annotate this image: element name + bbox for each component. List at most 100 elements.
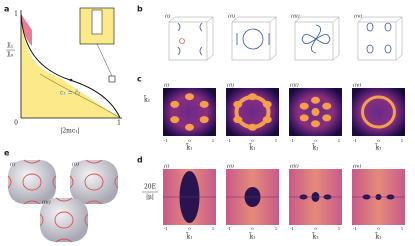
x-label: k̃₁ bbox=[186, 233, 193, 240]
box-front bbox=[168, 21, 208, 61]
x-tick-label: 0 bbox=[14, 120, 18, 127]
box-back bbox=[231, 16, 277, 61]
blob bbox=[299, 114, 309, 122]
y-label-num: λ̃₁ bbox=[7, 43, 13, 50]
blob bbox=[311, 120, 320, 128]
loop bbox=[39, 197, 89, 243]
panel-label: d bbox=[137, 156, 143, 165]
x-tick-label: 0 bbox=[377, 226, 380, 231]
x-tick-label: 0 bbox=[314, 138, 317, 143]
subpanel-label: (i) bbox=[164, 82, 170, 89]
blob bbox=[322, 114, 332, 122]
subpanel-label: (i) bbox=[165, 13, 171, 20]
blob bbox=[248, 93, 257, 101]
subpanel-label: (ii) bbox=[227, 163, 234, 170]
box-back bbox=[294, 16, 340, 61]
subpanel-label: (iii) bbox=[291, 13, 300, 20]
subpanel-label: (iii) bbox=[290, 163, 299, 170]
subpanel-label: (iv) bbox=[354, 13, 362, 20]
blob bbox=[262, 116, 272, 124]
fermi-surface bbox=[301, 24, 331, 54]
curve bbox=[39, 73, 121, 119]
blob bbox=[233, 100, 243, 108]
blob bbox=[199, 116, 209, 124]
annotation: c₁ = c̃₂ bbox=[60, 90, 81, 97]
x-label: k̃₁ bbox=[375, 144, 382, 151]
x-tick-label: 0 bbox=[188, 226, 191, 231]
x-tick-label: -1 bbox=[290, 138, 294, 143]
panel-label: b bbox=[137, 5, 143, 14]
blob bbox=[8, 160, 56, 204]
x-label: |2mc₁| bbox=[60, 128, 79, 135]
x-label: k̃₁ bbox=[249, 233, 256, 240]
x-tick-label: 1 bbox=[275, 138, 278, 143]
x-label: k̃₁ bbox=[186, 144, 193, 151]
subpanel-label: (iv) bbox=[353, 163, 361, 170]
fermi-surface bbox=[366, 22, 392, 54]
x-label: k̃₁ bbox=[312, 233, 319, 240]
y-tick-label: 1 bbox=[14, 11, 18, 18]
blob bbox=[248, 123, 257, 131]
x-tick-label: 1 bbox=[401, 138, 404, 143]
pink-region bbox=[21, 14, 32, 46]
x-label: k̃₁ bbox=[312, 144, 319, 151]
zoom-line bbox=[96, 43, 113, 77]
x-tick-label: 1 bbox=[275, 226, 278, 231]
subpanel-label: (iv) bbox=[353, 82, 361, 89]
x-tick-label: 0 bbox=[251, 138, 254, 143]
subpanel-label: (iii) bbox=[290, 82, 299, 89]
loop bbox=[7, 159, 57, 205]
heatmap bbox=[352, 88, 405, 136]
x-label: k̃₁ bbox=[375, 233, 382, 240]
blob bbox=[199, 100, 209, 108]
box-back bbox=[357, 16, 403, 61]
marker bbox=[179, 38, 185, 44]
x-tick-label: 1 bbox=[117, 120, 121, 127]
subpanel-label: (ii) bbox=[228, 13, 235, 20]
x-tick-label: -1 bbox=[227, 138, 231, 143]
blob bbox=[299, 102, 309, 110]
point bbox=[69, 78, 73, 82]
subpanel-label: (ii) bbox=[227, 82, 234, 89]
x-tick-label: 1 bbox=[401, 226, 404, 231]
blob bbox=[262, 100, 272, 108]
y-label-den: λ̃₀ bbox=[7, 52, 14, 59]
blob bbox=[185, 123, 194, 131]
x-tick-label: -1 bbox=[164, 226, 168, 231]
x-tick-label: -1 bbox=[353, 138, 357, 143]
x-tick-label: -1 bbox=[227, 226, 231, 231]
panel-label: a bbox=[4, 5, 9, 14]
x-tick-label: 1 bbox=[338, 138, 341, 143]
box-back bbox=[168, 16, 214, 61]
y-label-num: 20E bbox=[144, 184, 156, 191]
fermi-surface bbox=[236, 28, 270, 50]
loop bbox=[69, 159, 119, 205]
x-tick-label: 0 bbox=[377, 138, 380, 143]
inset-box bbox=[91, 9, 103, 35]
yellow-region bbox=[21, 14, 120, 118]
loop bbox=[54, 211, 74, 229]
loop bbox=[84, 173, 104, 191]
panel-label: c bbox=[137, 75, 142, 84]
x-tick-label: 1 bbox=[212, 226, 215, 231]
x-tick-label: 0 bbox=[188, 138, 191, 143]
blob bbox=[170, 116, 180, 124]
blob bbox=[322, 102, 332, 110]
ring bbox=[361, 95, 396, 129]
blob bbox=[70, 160, 118, 204]
panel-label: e bbox=[4, 149, 10, 158]
y-label-den: |μ| bbox=[146, 194, 154, 201]
subpanel-label: (iii) bbox=[42, 199, 51, 206]
box-front bbox=[294, 21, 334, 61]
x-tick-label: 1 bbox=[338, 226, 341, 231]
fermi-surface bbox=[177, 22, 203, 56]
x-tick-label: 0 bbox=[251, 226, 254, 231]
zoom-box bbox=[108, 75, 116, 83]
box-front bbox=[231, 21, 271, 61]
x-label: k̃₁ bbox=[249, 144, 256, 151]
blob bbox=[170, 100, 180, 108]
blob bbox=[40, 198, 88, 242]
x-tick-label: 1 bbox=[212, 138, 215, 143]
x-tick-label: -1 bbox=[353, 226, 357, 231]
